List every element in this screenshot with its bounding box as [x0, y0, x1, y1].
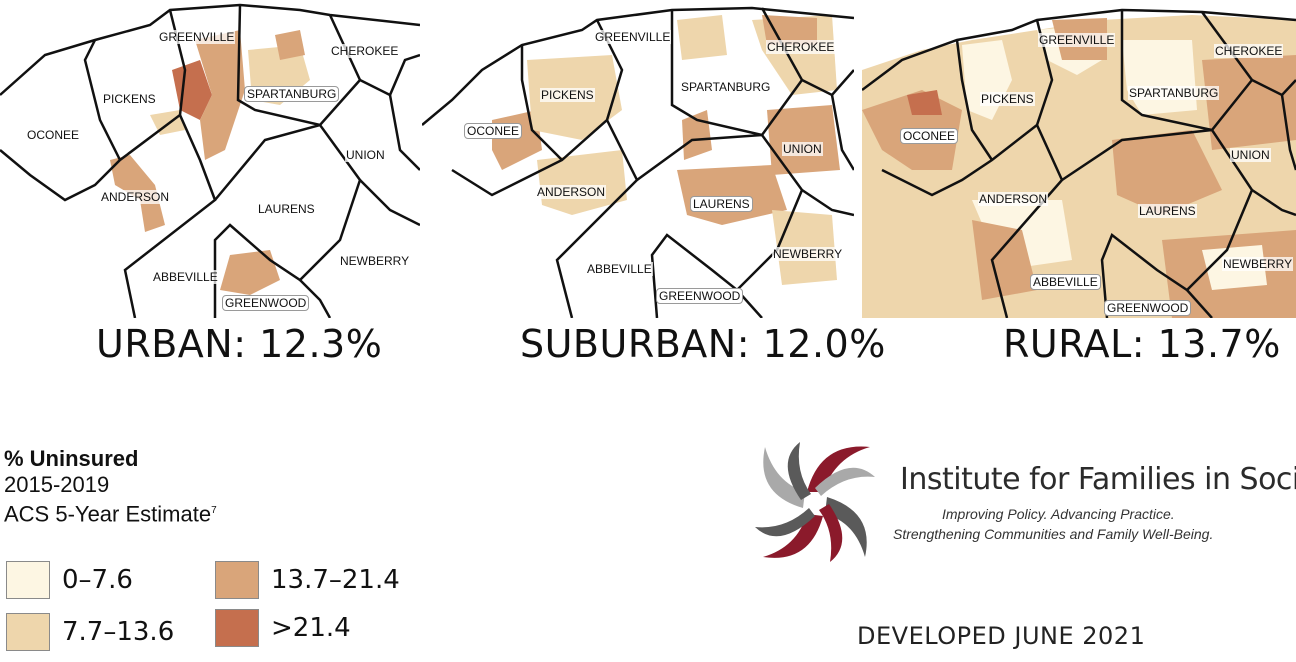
- county-label-suburban-greenville: GREENVILLE: [594, 30, 672, 44]
- rural-caption: RURAL: 13.7%: [1003, 322, 1281, 366]
- urban-greenwood-area: [220, 250, 280, 295]
- legend-item-3: 13.7–21.4: [215, 561, 400, 599]
- county-label-suburban-greenwood: GREENWOOD: [656, 288, 744, 304]
- legend-source: ACS 5-Year Estimate: [4, 501, 212, 527]
- rural-abbeville-area: [972, 220, 1037, 300]
- county-label-suburban-newberry: NEWBERRY: [772, 247, 844, 261]
- legend-title: % Uninsured: [4, 446, 139, 471]
- organization-logo-icon: [750, 432, 880, 577]
- county-label-urban-newberry: NEWBERRY: [339, 254, 411, 268]
- suburban-union-area: [767, 105, 840, 175]
- county-label-rural-newberry: NEWBERRY: [1222, 257, 1294, 271]
- legend-swatch-3: [215, 561, 259, 599]
- legend-label-1: 0–7.6: [62, 565, 133, 595]
- county-label-rural-greenwood: GREENWOOD: [1104, 300, 1192, 316]
- suburban-greenville-north: [677, 15, 727, 60]
- legend: % Uninsured 2015-2019 ACS 5-Year Estimat…: [4, 446, 217, 527]
- county-label-rural-laurens: LAURENS: [1138, 204, 1197, 218]
- county-label-urban-greenwood: GREENWOOD: [222, 295, 310, 311]
- county-label-rural-pickens: PICKENS: [980, 92, 1035, 106]
- urban-county-lines: [0, 3, 420, 318]
- county-label-suburban-abbeville: ABBEVILLE: [586, 262, 653, 276]
- county-label-urban-anderson: ANDERSON: [100, 190, 171, 204]
- county-label-rural-oconee: OCONEE: [900, 128, 959, 144]
- county-label-suburban-pickens: PICKENS: [540, 88, 595, 102]
- county-label-suburban-anderson: ANDERSON: [536, 185, 607, 199]
- rural-union-area: [1202, 55, 1296, 150]
- county-label-rural-cherokee: CHEROKEE: [1214, 44, 1284, 58]
- urban-spartanburg-high: [275, 30, 305, 60]
- legend-swatch-2: [6, 613, 50, 651]
- organization-tagline-2: Strengthening Communities and Family Wel…: [893, 526, 1214, 542]
- legend-swatch-4: [215, 609, 259, 647]
- legend-label-2: 7.7–13.6: [62, 617, 175, 647]
- urban-shading: [110, 30, 310, 295]
- legend-years: 2015-2019: [4, 472, 110, 497]
- county-label-suburban-spartanburg: SPARTANBURG: [680, 80, 772, 94]
- county-label-urban-greenville: GREENVILLE: [158, 30, 236, 44]
- county-label-urban-union: UNION: [345, 148, 386, 162]
- legend-source-line: ACS 5-Year Estimate7: [4, 498, 217, 527]
- suburban-greenville-south: [682, 110, 712, 160]
- county-label-suburban-laurens: LAURENS: [690, 196, 753, 212]
- suburban-caption: SUBURBAN: 12.0%: [520, 322, 886, 366]
- county-label-rural-spartanburg: SPARTANBURG: [1128, 86, 1220, 100]
- legend-item-1: 0–7.6: [6, 561, 133, 599]
- county-label-rural-abbeville: ABBEVILLE: [1030, 274, 1101, 290]
- county-label-urban-spartanburg: SPARTANBURG: [244, 86, 340, 102]
- county-label-rural-greenville: GREENVILLE: [1038, 33, 1116, 47]
- legend-swatch-1: [6, 561, 50, 599]
- rural-laurens-area: [1112, 130, 1222, 215]
- legend-footnote: 7: [211, 505, 217, 516]
- suburban-county-lines: [422, 6, 854, 318]
- county-label-urban-laurens: LAURENS: [257, 202, 316, 216]
- organization-tagline-1: Improving Policy. Advancing Practice.: [942, 506, 1175, 522]
- county-label-urban-cherokee: CHEROKEE: [330, 44, 400, 58]
- county-label-urban-abbeville: ABBEVILLE: [152, 270, 219, 284]
- rural-county-lines: [862, 8, 1296, 318]
- rural-oconee-high: [907, 90, 942, 115]
- urban-caption: URBAN: 12.3%: [96, 322, 383, 366]
- county-label-rural-union: UNION: [1230, 148, 1271, 162]
- suburban-laurens-area: [677, 165, 787, 225]
- pinwheel-icon: [755, 442, 875, 562]
- legend-item-2: 7.7–13.6: [6, 613, 174, 651]
- county-label-urban-pickens: PICKENS: [102, 92, 157, 106]
- county-label-suburban-oconee: OCONEE: [464, 123, 523, 139]
- county-label-rural-anderson: ANDERSON: [978, 192, 1049, 206]
- county-label-suburban-union: UNION: [782, 142, 823, 156]
- legend-label-4: >21.4: [271, 613, 351, 643]
- organization-name: Institute for Families in Society: [900, 462, 1296, 497]
- county-label-suburban-cherokee: CHEROKEE: [766, 40, 836, 54]
- county-label-urban-oconee: OCONEE: [26, 128, 81, 142]
- legend-item-4: >21.4: [215, 609, 351, 647]
- developed-date: DEVELOPED JUNE 2021: [857, 622, 1146, 650]
- urban-greenville-area: [195, 30, 245, 160]
- legend-label-3: 13.7–21.4: [271, 565, 400, 595]
- rural-shading: [862, 15, 1296, 318]
- suburban-cherokee-high: [762, 15, 817, 45]
